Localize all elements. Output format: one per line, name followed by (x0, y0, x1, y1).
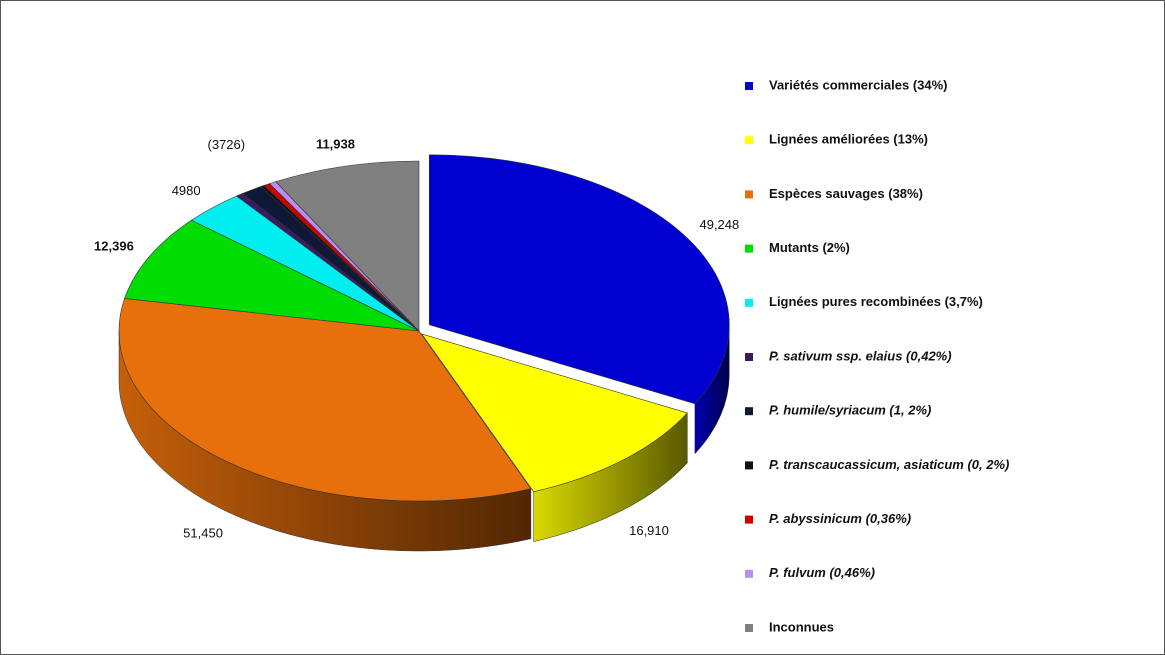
legend-swatch (745, 461, 753, 470)
legend-label: P. humile/syriacum (1, 2%) (769, 403, 931, 418)
legend-swatch (745, 353, 753, 361)
legend-label: Mutants (2%) (769, 240, 850, 255)
legend-swatch (745, 407, 753, 416)
legend-swatch (745, 190, 753, 199)
legend-swatch (745, 515, 753, 524)
value-label: 12,396 (94, 239, 134, 254)
legend-swatch (745, 569, 753, 578)
value-label: 49,248 (699, 217, 739, 232)
legend-label: P. fulvum (0,46%) (769, 565, 875, 580)
legend-swatch (745, 244, 753, 253)
legend-label: P. sativum ssp. elaius (0,42%) (769, 348, 952, 363)
value-label: 16,910 (629, 523, 669, 538)
value-label: 51,450 (183, 526, 223, 541)
legend-label: P. transcaucassicum, asiaticum (0, 2%) (769, 457, 1009, 472)
slice (124, 219, 420, 332)
legend-swatch (745, 136, 753, 145)
legend-label: Lignées améliorées (13%) (769, 132, 928, 147)
legend-label: Variétés commerciales (34%) (769, 77, 948, 92)
legend-label: Lignées pures recombinées (3,7%) (769, 294, 983, 309)
legend-label: Inconnues (769, 619, 834, 634)
slice (420, 333, 688, 493)
value-label: 11,938 (316, 136, 355, 151)
legend-label: Espèces sauvages (38%) (769, 186, 923, 201)
legend-swatch (745, 624, 753, 632)
slice (275, 160, 420, 332)
legend-swatch (745, 298, 753, 307)
legend-swatch (745, 82, 753, 90)
slice (118, 298, 532, 502)
slice (428, 154, 730, 405)
value-label: 4980 (172, 183, 201, 198)
legend-label: P. abyssinicum (0,36%) (769, 511, 911, 526)
annotation: (3726) (208, 137, 246, 152)
